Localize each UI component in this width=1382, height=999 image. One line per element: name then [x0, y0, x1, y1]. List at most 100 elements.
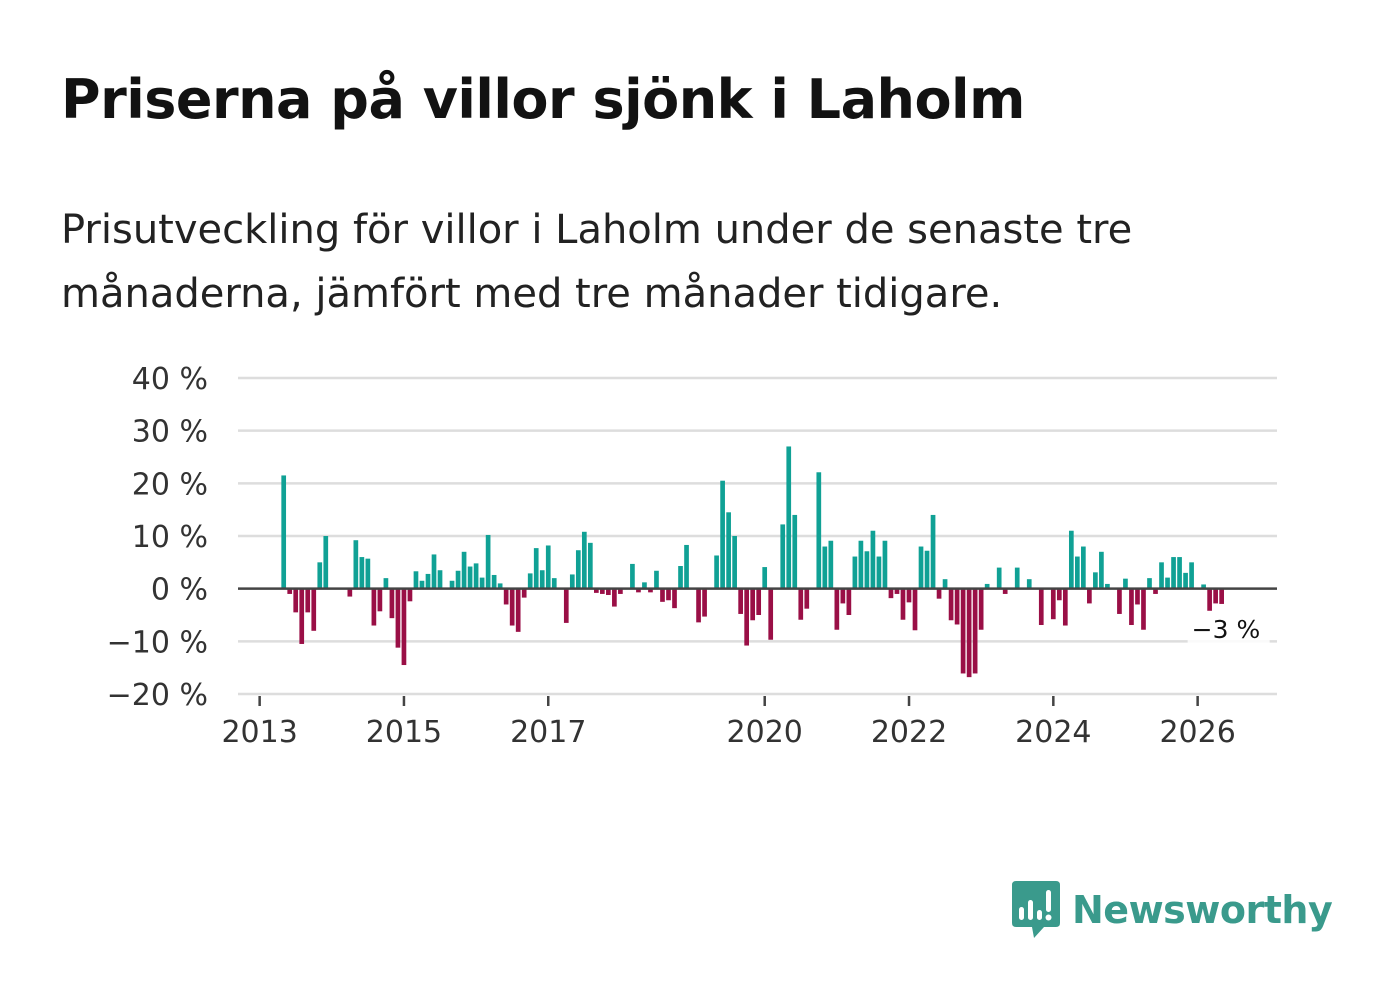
bar [347, 588, 353, 597]
bar [936, 588, 942, 599]
bar [1050, 588, 1056, 620]
bar [1147, 578, 1152, 589]
y-tick-label: 40 % [132, 362, 208, 397]
bar [648, 588, 653, 593]
bar [1177, 557, 1182, 589]
bar [539, 570, 545, 589]
bar [792, 514, 798, 589]
bar [419, 580, 425, 589]
bar [996, 567, 1002, 589]
bar [497, 583, 503, 589]
bar [804, 588, 810, 609]
x-tick-label: 2017 [510, 715, 586, 750]
bar [1068, 530, 1074, 589]
y-tick-label: 0 % [151, 573, 208, 608]
y-tick-label: 20 % [132, 467, 208, 502]
bar [978, 588, 984, 630]
chart-title: Priserna på villor sjönk i Laholm [61, 68, 1025, 131]
bar [353, 540, 359, 589]
bar [281, 475, 287, 589]
bar [1038, 588, 1044, 626]
bar [984, 583, 990, 589]
bars [281, 446, 1224, 678]
chart-subtitle: Prisutveckling för villor i Laholm under… [61, 207, 1133, 317]
bar [738, 588, 743, 614]
bar [425, 573, 431, 589]
bar [714, 555, 719, 589]
bar [834, 588, 840, 630]
bar [852, 556, 858, 589]
bar [485, 534, 491, 589]
bar [1087, 588, 1092, 604]
x-tick-label: 2015 [366, 715, 442, 750]
bar [1026, 579, 1032, 589]
bar [612, 588, 617, 607]
bar [1207, 588, 1212, 611]
bar [1219, 588, 1224, 604]
newsworthy-logo-text: Newsworthy [1072, 888, 1333, 932]
bar [828, 540, 834, 589]
bar [678, 566, 683, 589]
bar [323, 536, 329, 589]
bar [864, 551, 870, 589]
bar [1074, 556, 1080, 589]
bar [870, 530, 876, 589]
bar [924, 550, 930, 589]
bar [906, 588, 912, 603]
bar [954, 588, 960, 625]
bar [569, 574, 575, 589]
bar [1153, 588, 1158, 594]
bar [1141, 588, 1146, 630]
bar [377, 588, 383, 612]
bar [786, 446, 792, 589]
bar [1201, 584, 1206, 589]
bar [780, 524, 786, 589]
bar [371, 588, 377, 626]
bar [768, 588, 774, 640]
bar [594, 588, 599, 593]
bar [359, 557, 365, 589]
bar [672, 588, 677, 609]
bar [636, 588, 641, 593]
newsworthy-logo: Newsworthy [1010, 878, 1333, 942]
bar-chart: 40 % 30 % 20 % 10 % 0 % −10 % −20 % 2013 2015 201… [107, 362, 1277, 750]
bar [642, 582, 647, 589]
bar [840, 588, 846, 604]
bar [461, 551, 467, 589]
bar [750, 588, 756, 621]
bar [311, 588, 317, 631]
y-tick-label: 30 % [132, 415, 208, 450]
bar [1093, 572, 1098, 589]
bar [846, 588, 852, 615]
x-tick-label: 2026 [1159, 715, 1235, 750]
bar [966, 588, 972, 678]
bar [1129, 588, 1134, 626]
bar [660, 588, 665, 602]
bar [401, 588, 407, 666]
bar [1165, 577, 1170, 589]
bar [509, 588, 515, 626]
bar [882, 540, 888, 589]
bar [1056, 588, 1062, 601]
bar [1159, 562, 1164, 589]
bar [756, 588, 762, 615]
bar [948, 588, 954, 621]
bar [1189, 562, 1194, 589]
bar [413, 571, 419, 589]
bar [900, 588, 906, 620]
bar [888, 588, 894, 599]
bar [479, 577, 485, 589]
bar [894, 588, 900, 594]
bar [449, 580, 455, 589]
bar [521, 588, 527, 598]
bar [666, 588, 671, 601]
x-tick-label: 2013 [221, 715, 297, 750]
bar [816, 472, 822, 589]
bar [305, 588, 311, 613]
bar [317, 562, 323, 589]
bar [299, 588, 305, 644]
bar [606, 588, 611, 595]
newsworthy-logo-icon [1012, 881, 1060, 938]
bar [431, 554, 437, 589]
bar [581, 531, 587, 589]
